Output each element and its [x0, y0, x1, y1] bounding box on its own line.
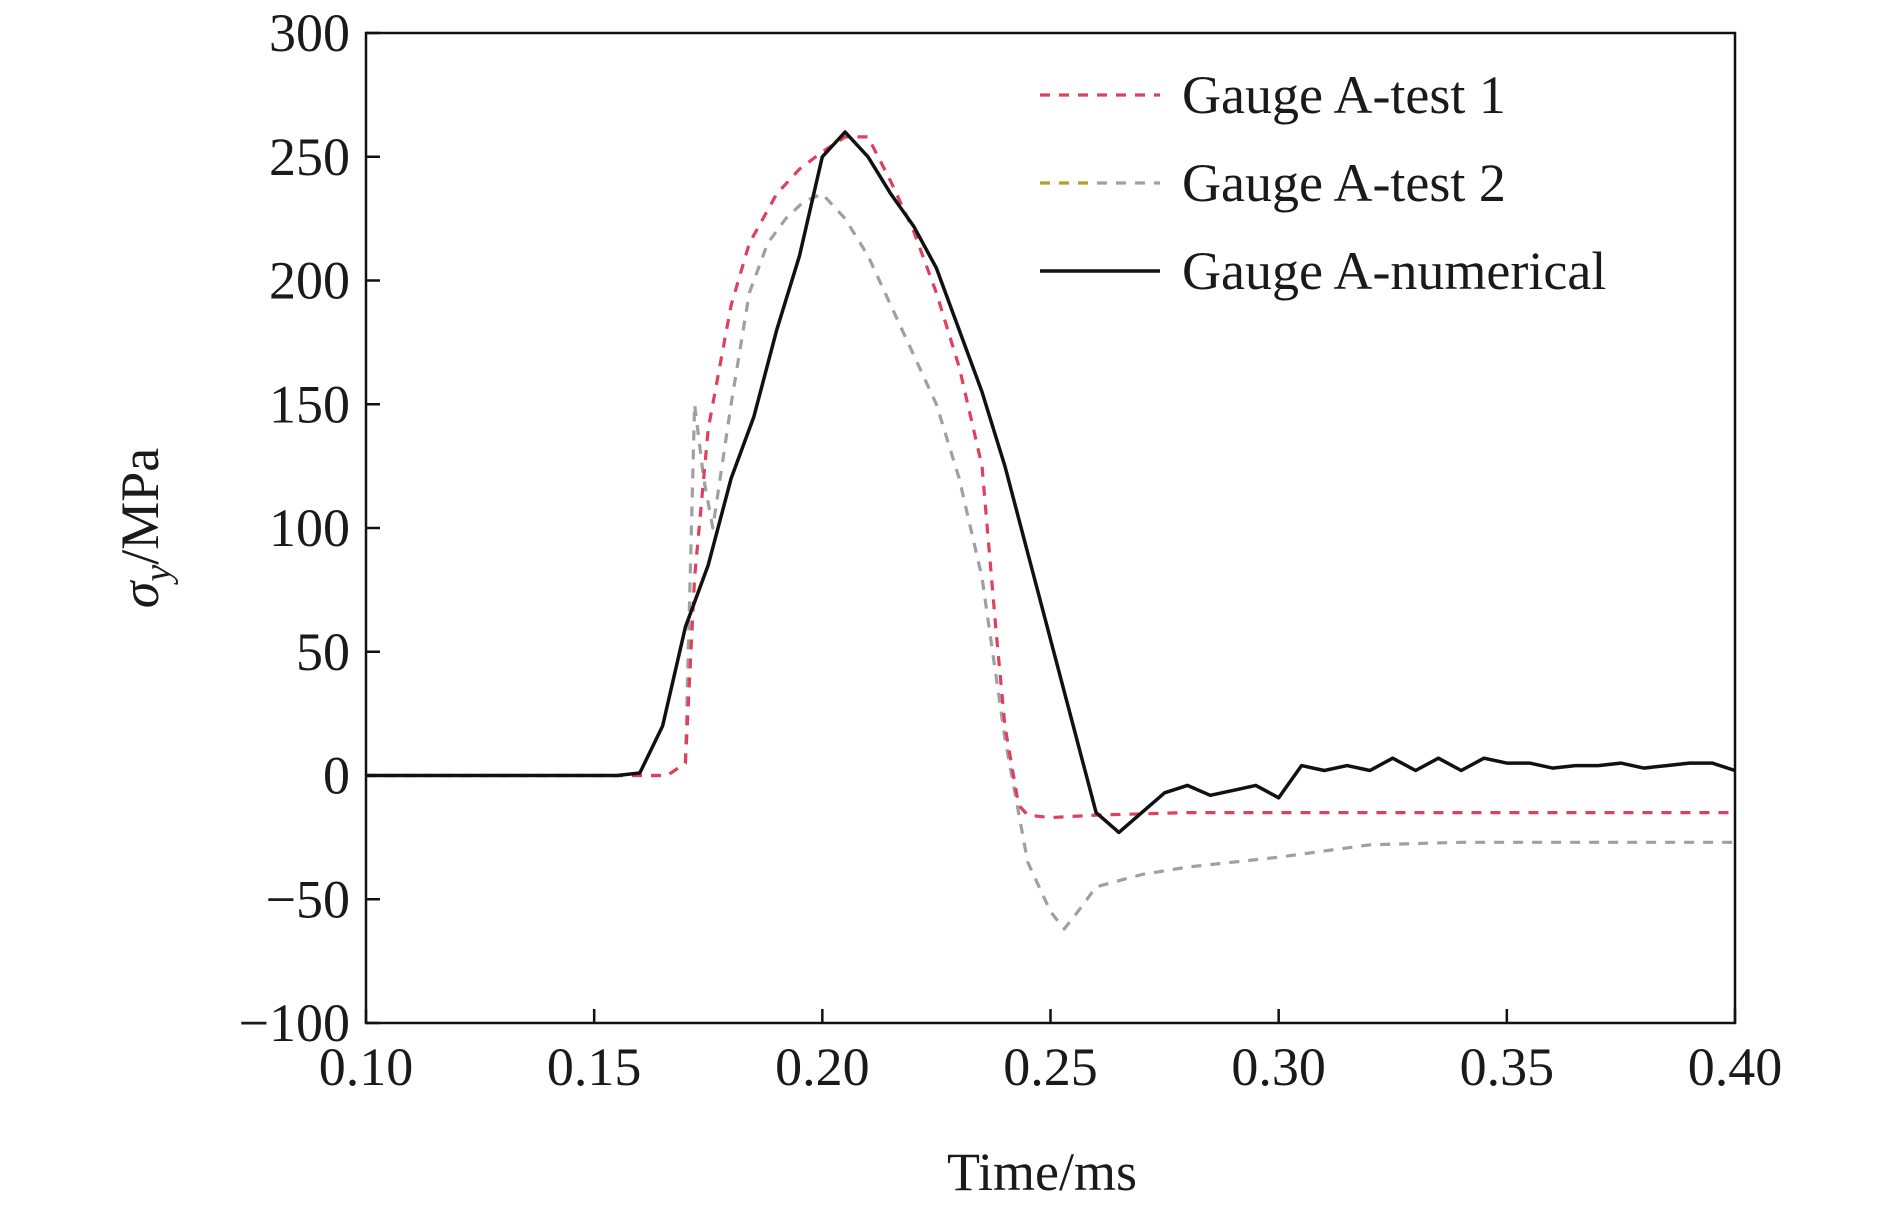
y-tick-label: −50 [266, 869, 350, 929]
y-tick-label: 100 [269, 498, 350, 558]
x-axis-ticks: 0.10 0.15 0.20 0.25 0.30 0.35 0.40 [319, 1009, 1783, 1097]
y-tick-label: 0 [323, 746, 350, 806]
series-layer [366, 130, 1736, 931]
y-tick-label: 150 [269, 374, 350, 434]
x-tick-label: 0.10 [319, 1037, 414, 1097]
y-tick-label: 200 [269, 251, 350, 311]
series-line-1 [366, 135, 1735, 820]
y-tick-label: 250 [269, 127, 350, 187]
y-axis-label-subscript: y [137, 565, 179, 586]
series-line-2 [366, 192, 1735, 931]
plot-frame [364, 31, 1737, 1025]
y-axis-label-symbol: σ [110, 579, 170, 608]
svg-text:σy/MPa: σy/MPa [110, 448, 179, 609]
y-axis-label-unit: /MPa [110, 448, 170, 565]
x-tick-label: 0.40 [1688, 1037, 1783, 1097]
y-tick-label: 300 [269, 3, 350, 63]
y-axis-label: σy/MPa [110, 448, 179, 609]
x-tick-label: 0.20 [775, 1037, 870, 1097]
legend: Gauge A-test 1 Gauge A-test 2 Gauge A-nume… [1040, 65, 1606, 301]
legend-label-2: Gauge A-test 2 [1182, 153, 1506, 213]
y-tick-label: 50 [296, 622, 350, 682]
legend-label-3: Gauge A-numerical [1182, 241, 1606, 301]
series-line-3 [366, 130, 1736, 835]
x-tick-label: 0.35 [1460, 1037, 1555, 1097]
y-axis-ticks: 300 250 200 150 100 50 0 −50 −100 [239, 3, 380, 1053]
y-tick-label: −100 [239, 993, 350, 1053]
x-axis-label: Time/ms [947, 1142, 1137, 1202]
x-tick-label: 0.25 [1003, 1037, 1098, 1097]
x-tick-label: 0.15 [547, 1037, 642, 1097]
legend-label-1: Gauge A-test 1 [1182, 65, 1506, 125]
x-tick-label: 0.30 [1231, 1037, 1326, 1097]
